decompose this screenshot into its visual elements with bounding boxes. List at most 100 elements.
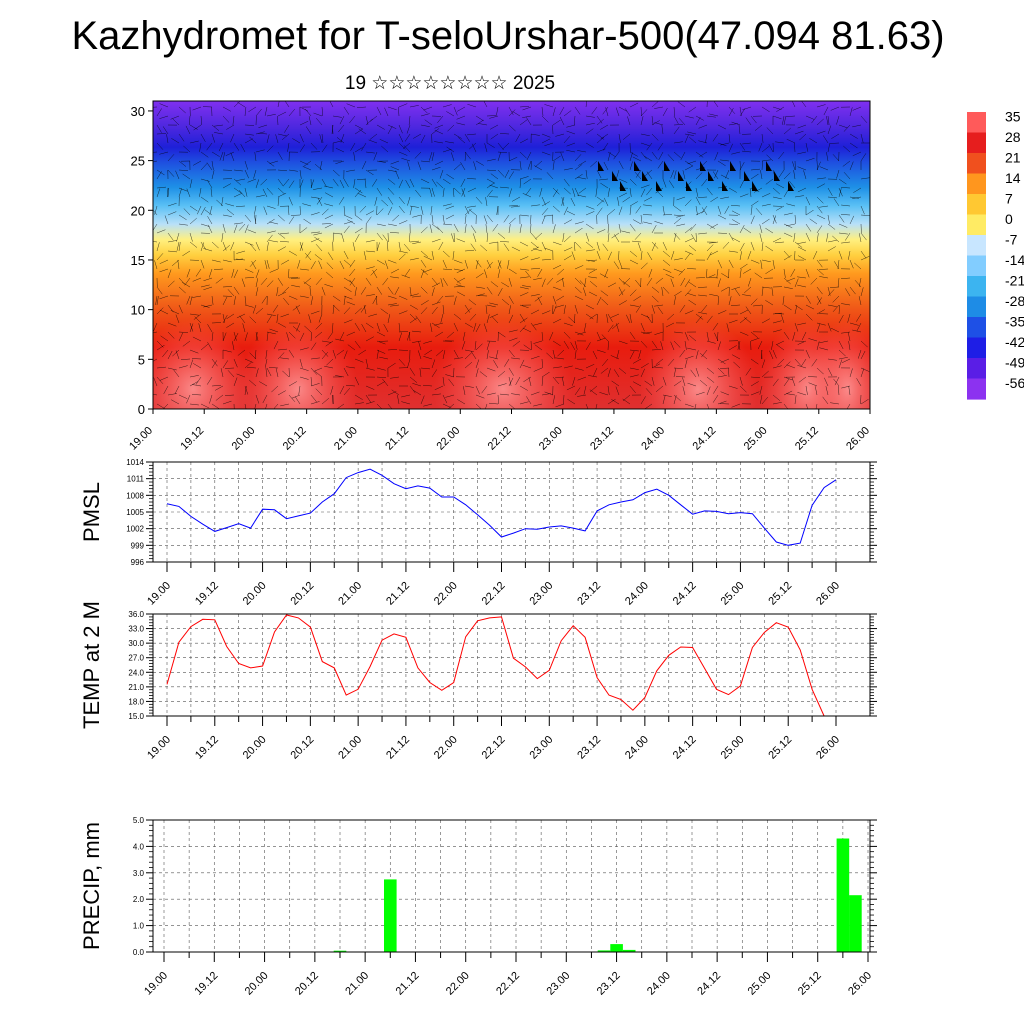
x-tick-label: 20.00 — [241, 734, 269, 762]
wind-barb — [728, 319, 738, 324]
wind-barb — [167, 269, 172, 279]
wind-barb — [750, 381, 759, 387]
wind-barb — [860, 398, 869, 405]
wind-barb — [282, 370, 290, 378]
wind-barb — [332, 305, 335, 315]
wind-barb — [417, 350, 422, 360]
wind-barb — [413, 133, 422, 139]
wind-barb — [273, 403, 279, 409]
wind-barb — [646, 315, 653, 324]
wind-barb — [522, 327, 532, 333]
wind-barb — [797, 246, 807, 252]
wind-barb — [397, 395, 400, 405]
wind-barb — [365, 367, 375, 371]
x-tick-label: 23.12 — [588, 425, 616, 453]
wind-barb — [279, 232, 290, 235]
wind-barb — [624, 108, 631, 117]
wind-barb — [255, 149, 265, 153]
wind-barb — [678, 268, 686, 276]
wind-barb — [618, 106, 628, 112]
wind-barb — [530, 204, 540, 207]
wind-barb — [248, 106, 257, 113]
wind-barb — [508, 156, 518, 162]
wind-barb — [398, 106, 400, 117]
wind-barb — [574, 227, 583, 234]
wind-barb — [585, 232, 590, 242]
wind-barb — [183, 208, 191, 216]
wind-barb — [401, 274, 411, 279]
y-tick-label: 27.0 — [128, 654, 144, 663]
wind-barb — [755, 208, 763, 216]
wind-barb — [255, 278, 259, 288]
wind-barb — [541, 371, 550, 378]
wind-barb — [372, 269, 378, 279]
wind-barb — [797, 241, 807, 245]
wind-barb — [709, 113, 719, 117]
wind-barb — [398, 151, 408, 156]
wind-barb — [222, 106, 232, 112]
wind-barb — [445, 214, 455, 220]
wind-barb — [552, 264, 562, 270]
wind-barb — [343, 277, 352, 283]
y-tick-label: 18.0 — [128, 697, 144, 706]
wind-barb — [365, 151, 375, 154]
wind-barb — [453, 223, 459, 233]
wind-barb — [522, 193, 532, 198]
wind-barb — [765, 268, 774, 275]
wind-barb — [589, 313, 598, 320]
wind-barb — [760, 170, 763, 180]
wind-barb — [319, 134, 323, 144]
wind-barb — [419, 368, 422, 378]
wind-barb — [684, 134, 689, 144]
wind-barb — [838, 188, 842, 198]
wind-barb — [207, 216, 213, 225]
wind-barb — [691, 234, 697, 243]
x-tick-label: 25.00 — [719, 580, 747, 608]
x-tick-label: 22.12 — [486, 425, 514, 453]
wind-barb — [617, 197, 620, 207]
wind-barb — [431, 359, 436, 369]
wind-barb — [288, 216, 295, 225]
wind-barb — [237, 349, 246, 356]
wind-barb — [430, 323, 433, 333]
wind-barb — [288, 381, 297, 387]
wind-barb — [717, 358, 726, 365]
wind-barb — [651, 286, 660, 293]
wind-barb — [792, 161, 796, 171]
wind-barb — [478, 123, 488, 126]
wind-barb — [801, 331, 807, 341]
wind-barb — [255, 308, 264, 315]
x-tick-label: 21.00 — [336, 734, 364, 762]
wind-barb — [772, 320, 782, 324]
wind-barb — [706, 268, 708, 279]
wind-barb — [164, 215, 169, 225]
wind-barb — [475, 394, 485, 399]
wind-barb — [299, 376, 309, 380]
wind-barb — [269, 328, 279, 333]
wind-barb — [327, 331, 334, 340]
wind-barb — [717, 341, 721, 351]
wind-barb — [398, 349, 409, 351]
wind-barb — [390, 160, 400, 165]
wind-barb — [750, 337, 760, 342]
wind-barb — [739, 142, 746, 151]
wind-barb — [497, 269, 501, 279]
wind-barb — [574, 367, 584, 371]
wind-barb — [541, 376, 544, 387]
wind-barb — [640, 142, 650, 147]
wind-barb — [199, 142, 202, 152]
wind-barb — [257, 132, 268, 135]
wind-barb — [299, 120, 309, 126]
wind-barb — [632, 219, 642, 225]
wind-barb — [783, 378, 790, 387]
wind-barb — [292, 326, 301, 333]
wind-barb — [667, 313, 675, 321]
wind-barb — [761, 160, 763, 171]
wind-barb — [772, 378, 779, 387]
wind-barb — [560, 152, 565, 162]
wind-barb — [834, 376, 840, 386]
wind-barb — [522, 115, 532, 118]
wind-barb — [739, 269, 742, 279]
wind-barb — [563, 206, 569, 216]
wind-barb — [783, 116, 787, 126]
